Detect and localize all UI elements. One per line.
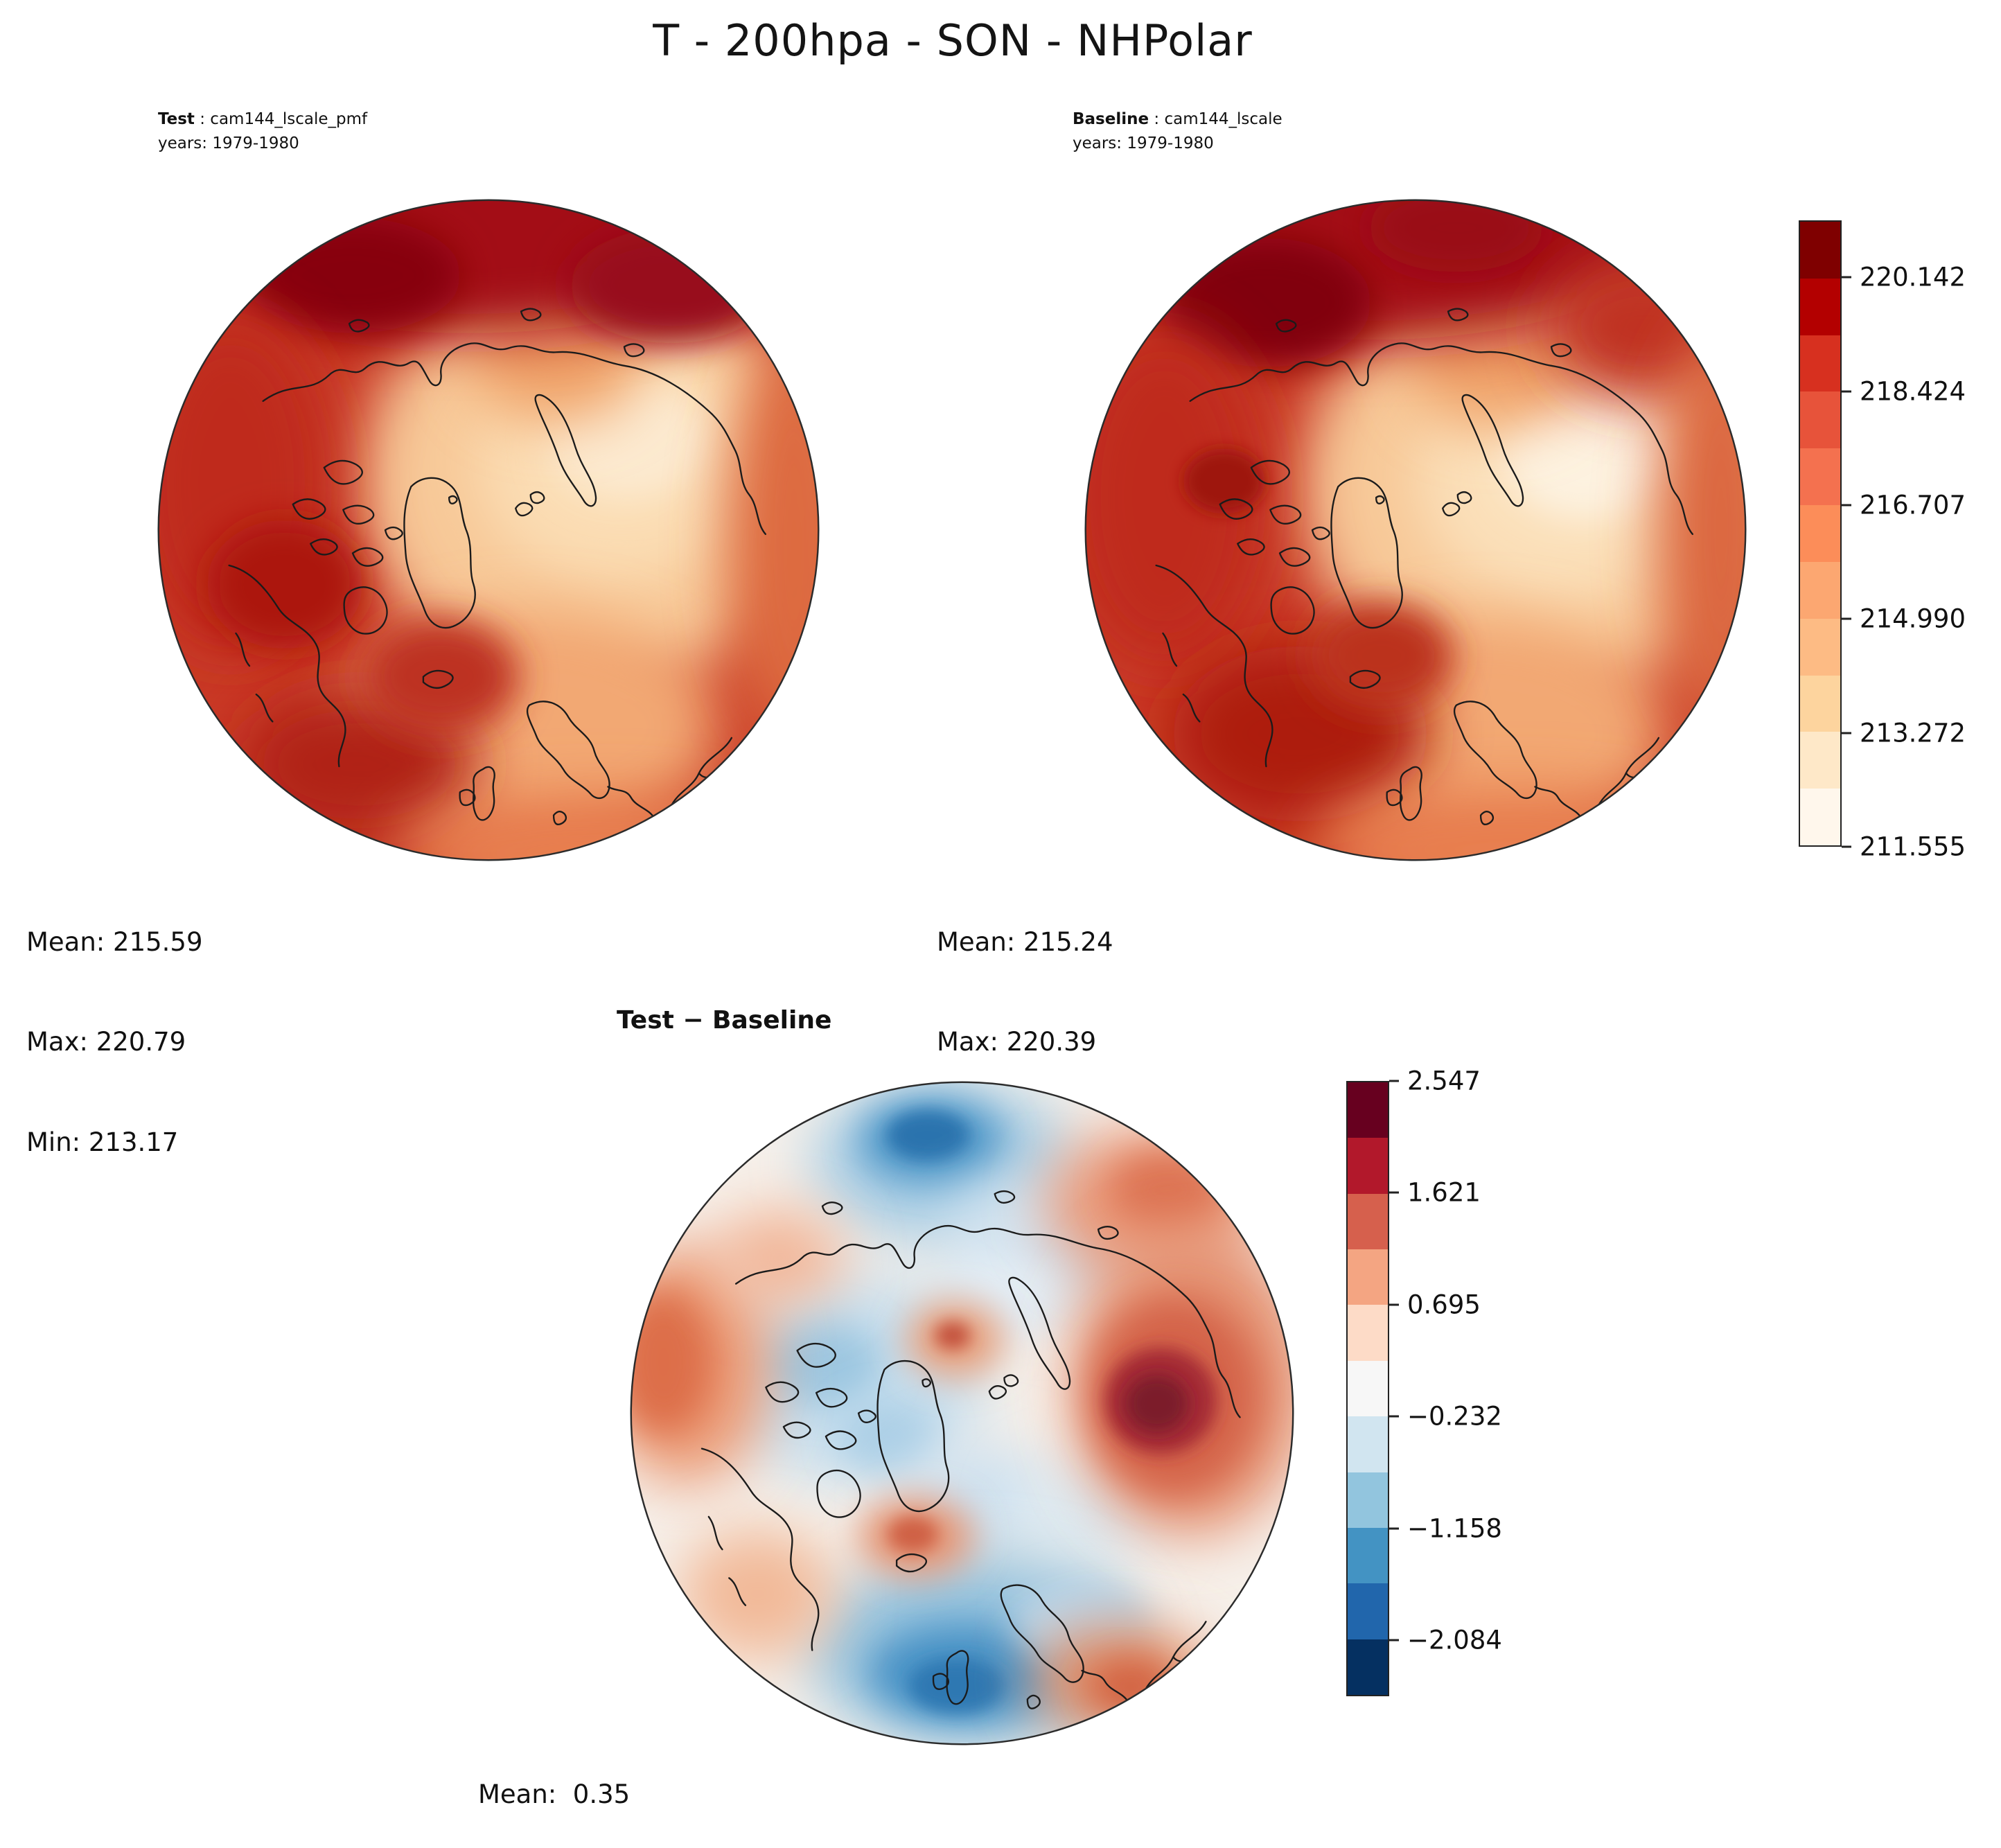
colorbar-tick-mark <box>1389 1639 1399 1642</box>
colorbar-segment <box>1800 618 1840 676</box>
test-years: years: 1979-1980 <box>158 134 299 152</box>
diff-stats: Mean: 0.35 Max: 2.55 Min: -1.72 <box>478 1711 630 1848</box>
test-label-line: Test : cam144_lscale_pmf <box>158 107 367 132</box>
test-stat-min: Min: 213.17 <box>26 1127 179 1157</box>
colorbar-segment <box>1348 1360 1388 1417</box>
baseline-years: years: 1979-1980 <box>1073 134 1214 152</box>
colorbar-tick-mark <box>1842 390 1851 393</box>
colorbar-tick-mark <box>1389 1080 1399 1082</box>
baseline-stat-mean: Mean: 215.24 <box>937 927 1113 958</box>
colorbar-segment <box>1348 1082 1388 1138</box>
colorbar-tick-mark <box>1389 1415 1399 1418</box>
main-colorbar-ticks: 220.142 218.424 216.707 214.990 213.272 211.5… <box>1842 220 1994 862</box>
colorbar-segment <box>1348 1193 1388 1250</box>
test-map-plot <box>157 199 820 861</box>
baseline-map-plot <box>1084 199 1747 861</box>
colorbar-tick-mark <box>1842 617 1851 620</box>
colorbar-tick-label: 220.142 <box>1860 262 1966 292</box>
colorbar-segment <box>1348 1138 1388 1194</box>
baseline-panel-label: Baseline : cam144_lscale years: 1979-198… <box>1073 107 1282 155</box>
colorbar-tick: 2.547 <box>1389 1066 1481 1096</box>
colorbar-segment <box>1348 1472 1388 1528</box>
colorbar-tick: 216.707 <box>1842 490 1966 520</box>
colorbar-segment <box>1348 1639 1388 1695</box>
coastlines <box>700 1190 1241 1709</box>
colorbar-tick-label: −2.084 <box>1407 1625 1502 1655</box>
colorbar-tick-label: 1.621 <box>1407 1177 1481 1208</box>
colorbar-tick-mark <box>1389 1303 1399 1306</box>
main-colorbar <box>1799 220 1842 847</box>
baseline-stat-max: Max: 220.39 <box>937 1027 1097 1057</box>
baseline-label-name: Baseline <box>1073 110 1149 128</box>
test-label-value: : cam144_lscale_pmf <box>194 110 368 128</box>
colorbar-segment <box>1348 1416 1388 1472</box>
colorbar-segment <box>1800 448 1840 506</box>
diff-stat-mean: Mean: 0.35 <box>478 1779 631 1810</box>
colorbar-tick-label: −1.158 <box>1407 1513 1502 1544</box>
colorbar-tick: 220.142 <box>1842 263 1966 292</box>
test-stats: Mean: 215.59 Max: 220.79 Min: 213.17 <box>26 859 203 1226</box>
colorbar-tick-label: 216.707 <box>1860 490 1966 520</box>
colorbar-tick: 1.621 <box>1389 1178 1481 1208</box>
colorbar-segment <box>1800 391 1840 449</box>
colorbar-tick: −1.158 <box>1389 1513 1502 1543</box>
baseline-label-line: Baseline : cam144_lscale <box>1073 107 1282 132</box>
colorbar-tick: 213.272 <box>1842 718 1966 748</box>
colorbar-segment <box>1800 335 1840 392</box>
colorbar-tick: −2.084 <box>1389 1626 1502 1655</box>
diff-map <box>622 1073 1303 1754</box>
diff-colorbar-ticks: 2.547 1.621 0.695 −0.232 −1.158 −2.084 <box>1389 1066 1542 1696</box>
colorbar-tick-mark <box>1842 845 1851 848</box>
colorbar-segment <box>1348 1305 1388 1361</box>
colorbar-tick: 211.555 <box>1842 832 1966 862</box>
colorbar-segment <box>1800 505 1840 562</box>
test-map <box>149 191 828 870</box>
test-stat-max: Max: 220.79 <box>26 1027 186 1057</box>
colorbar-tick-label: 0.695 <box>1407 1290 1481 1320</box>
test-panel-label: Test : cam144_lscale_pmf years: 1979-198… <box>158 107 367 155</box>
colorbar-tick-label: 213.272 <box>1860 718 1966 748</box>
colorbar-segment <box>1800 789 1840 845</box>
colorbar-segment <box>1800 675 1840 732</box>
colorbar-tick: −0.232 <box>1389 1402 1502 1432</box>
diff-map-plot <box>630 1081 1294 1745</box>
colorbar-tick-label: 211.555 <box>1860 831 1966 862</box>
colorbar-tick-label: 214.990 <box>1860 604 1966 634</box>
colorbar-tick-mark <box>1842 504 1851 507</box>
colorbar-segment <box>1800 222 1840 279</box>
figure-title: T - 200hpa - SON - NHPolar <box>653 15 1253 66</box>
coastlines <box>228 308 767 825</box>
colorbar-segment <box>1348 1249 1388 1305</box>
diff-colorbar <box>1346 1081 1389 1696</box>
test-stat-mean: Mean: 215.59 <box>26 927 203 958</box>
colorbar-tick: 0.695 <box>1389 1290 1481 1319</box>
colorbar-tick-mark <box>1842 732 1851 734</box>
baseline-map <box>1076 191 1755 870</box>
colorbar-segment <box>1348 1527 1388 1584</box>
colorbar-segment <box>1348 1583 1388 1639</box>
colorbar-tick-label: −0.232 <box>1407 1401 1502 1432</box>
colorbar-tick: 218.424 <box>1842 376 1966 406</box>
colorbar-tick-label: 2.547 <box>1407 1066 1481 1096</box>
baseline-label-value: : cam144_lscale <box>1149 110 1282 128</box>
colorbar-tick-mark <box>1389 1191 1399 1194</box>
colorbar-tick-mark <box>1389 1527 1399 1530</box>
colorbar-tick: 214.990 <box>1842 604 1966 634</box>
test-label-name: Test <box>158 110 195 128</box>
colorbar-segment <box>1800 732 1840 789</box>
colorbar-segment <box>1800 561 1840 619</box>
colorbar-segment <box>1800 278 1840 335</box>
colorbar-tick-label: 218.424 <box>1860 376 1966 407</box>
colorbar-tick-mark <box>1842 276 1851 279</box>
diff-title: Test − Baseline <box>617 1006 832 1035</box>
